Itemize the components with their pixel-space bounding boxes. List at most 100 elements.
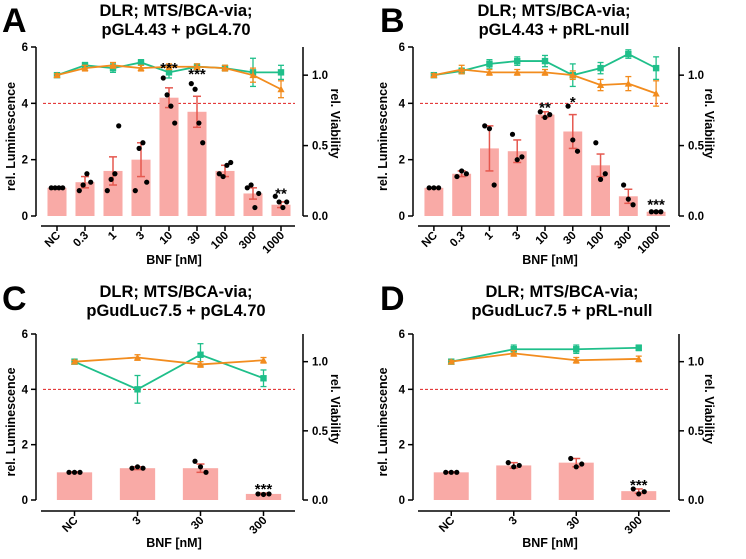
replicate-point (104, 188, 110, 194)
x-axis-label: BNF [nM] (522, 253, 578, 267)
replicate-point (641, 489, 647, 495)
left-y-tick-label: 4 (22, 98, 29, 110)
replicate-point (505, 460, 511, 466)
replicate-point (597, 176, 604, 182)
x-tick-label: 30 (186, 230, 204, 248)
x-tick-label: 3 (131, 515, 144, 528)
viability-marker-square (541, 57, 549, 65)
replicate-point (84, 171, 90, 177)
left-y-tick-label: 6 (399, 329, 405, 341)
x-tick-label: 300 (237, 230, 259, 252)
viability-marker-triangle (447, 358, 455, 365)
replicate-point (188, 81, 194, 87)
left-y-tick-label: 2 (22, 440, 28, 452)
luminescence-bar (480, 148, 499, 216)
panel-c: C DLR; MTS/BCA-via;pGudLuc7.5 + pGL4.70 **… (2, 280, 342, 550)
chart-title-line: pGudLuc7.5 + pGL4.70 (86, 302, 265, 320)
x-tick-label: 1 (483, 229, 496, 242)
panel-letter: A (2, 2, 27, 40)
replicate-point (52, 185, 58, 191)
replicate-point (448, 469, 454, 475)
viability-marker-triangle (193, 63, 201, 70)
x-tick-label: NC (60, 515, 80, 535)
viability-marker-square (134, 386, 141, 393)
panel-a: A DLR; MTS/BCA-via;pGL4.43 + pGL4.70*** **… (2, 2, 342, 267)
x-tick-label: 100 (209, 230, 231, 252)
replicate-point (509, 131, 516, 137)
replicate-point (491, 182, 497, 188)
x-tick-label: 30 (565, 515, 583, 533)
replicate-point (516, 462, 522, 469)
replicate-point (574, 148, 581, 154)
replicate-point (602, 171, 608, 177)
significance-annotation: *** (255, 481, 273, 498)
left-y-tick-label: 4 (399, 98, 406, 110)
viability-line-green (74, 353, 264, 391)
luminescence-bar (507, 151, 527, 216)
viability-marker-triangle (510, 349, 518, 357)
significance-annotation: * (570, 94, 576, 111)
replicate-point (48, 185, 54, 191)
replicate-point (625, 196, 631, 202)
replicate-point (71, 469, 78, 475)
x-tick-label: 30 (561, 230, 579, 248)
replicate-point (542, 114, 548, 121)
right-y-tick-label: 0.0 (688, 211, 704, 223)
x-tick-label: 3 (134, 230, 147, 243)
viability-marker-triangle (652, 89, 660, 97)
viability-marker-triangle (196, 360, 205, 368)
x-tick-label: 0.3 (71, 230, 91, 250)
luminescence-bar (47, 187, 67, 216)
viability-marker-triangle (430, 71, 438, 79)
replicate-point (192, 458, 198, 464)
viability-marker-triangle (277, 85, 285, 93)
replicate-point (203, 469, 209, 475)
replicate-point (630, 486, 636, 492)
replicate-point (144, 179, 150, 185)
viability-line-green (451, 346, 639, 363)
viability-marker-triangle (137, 64, 145, 72)
replicate-point (260, 491, 267, 498)
left-y-tick-label: 0 (22, 495, 28, 507)
x-tick-label: 10 (158, 230, 176, 248)
viability-marker-triangle (81, 64, 89, 72)
y-axis-label: rel. Luminescence (4, 367, 18, 476)
viability-marker-triangle (624, 80, 632, 87)
replicate-point (653, 209, 659, 215)
x-tick-label: NC (43, 230, 63, 250)
replicate-point (255, 491, 261, 497)
replicate-point (570, 137, 576, 143)
replicate-point (454, 173, 460, 180)
replicate-point (459, 168, 465, 174)
replicate-point (248, 182, 254, 188)
replicate-point (192, 86, 198, 92)
viability-marker-square (597, 64, 604, 72)
replicate-point (568, 455, 574, 462)
replicate-point (266, 491, 272, 497)
chart-title-line: DLR; MTS/BCA-via; (485, 283, 638, 301)
replicate-point (216, 171, 222, 177)
replicate-point (132, 188, 138, 194)
viability-marker-square (652, 64, 660, 72)
viability-marker-square (137, 59, 145, 66)
viability-marker-square (260, 375, 267, 382)
right-y-tick-label: 0.0 (312, 495, 328, 507)
replicate-point (648, 209, 654, 215)
replicate-point (272, 193, 278, 199)
replicate-point (280, 204, 286, 211)
viability-marker-square (510, 346, 517, 353)
left-y-tick-label: 2 (399, 440, 405, 452)
x-tick-label: 3 (507, 515, 520, 528)
y2-axis-label: rel. Viability (328, 374, 342, 444)
viability-marker-triangle (133, 353, 142, 361)
viability-marker-square (625, 50, 632, 58)
replicate-point (108, 176, 114, 182)
luminescence-bar (159, 97, 179, 216)
chart-title-line: pGL4.43 + pRL-null (479, 21, 630, 39)
viability-marker-triangle (249, 71, 257, 79)
viability-marker-triangle (513, 68, 521, 76)
replicate-point (519, 154, 525, 160)
viability-line-orange (74, 356, 264, 366)
right-y-tick-label: 0.5 (312, 426, 329, 438)
left-y-tick-label: 6 (22, 42, 28, 54)
